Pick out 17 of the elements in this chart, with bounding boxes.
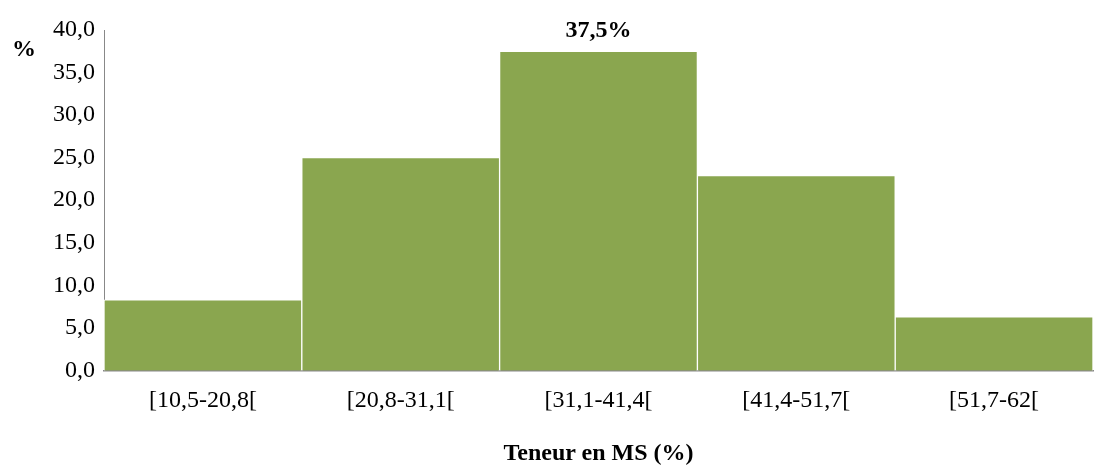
y-tick-label: 40,0 bbox=[53, 15, 95, 42]
x-axis-title: Teneur en MS (%) bbox=[503, 438, 694, 465]
y-axis-title: % bbox=[12, 35, 36, 62]
y-tick-label: 25,0 bbox=[53, 142, 95, 169]
y-tick-label: 10,0 bbox=[53, 270, 95, 297]
y-tick-label: 15,0 bbox=[53, 228, 95, 255]
x-tick-label: [41,4-51,7[ bbox=[742, 386, 851, 413]
x-tick-label: [31,1-41,4[ bbox=[544, 386, 653, 413]
data-label: 37,5% bbox=[565, 16, 632, 43]
y-tick-label: 20,0 bbox=[53, 185, 95, 212]
y-tick-label: 30,0 bbox=[53, 100, 95, 127]
x-tick-label: [51,7-62[ bbox=[949, 386, 1040, 413]
y-tick-label: 35,0 bbox=[53, 57, 95, 84]
x-tick-label: [20,8-31,1[ bbox=[346, 386, 455, 413]
y-tick-label: 0,0 bbox=[65, 355, 95, 382]
y-tick-label: 5,0 bbox=[65, 313, 95, 340]
x-tick-label: [10,5-20,8[ bbox=[148, 386, 257, 413]
